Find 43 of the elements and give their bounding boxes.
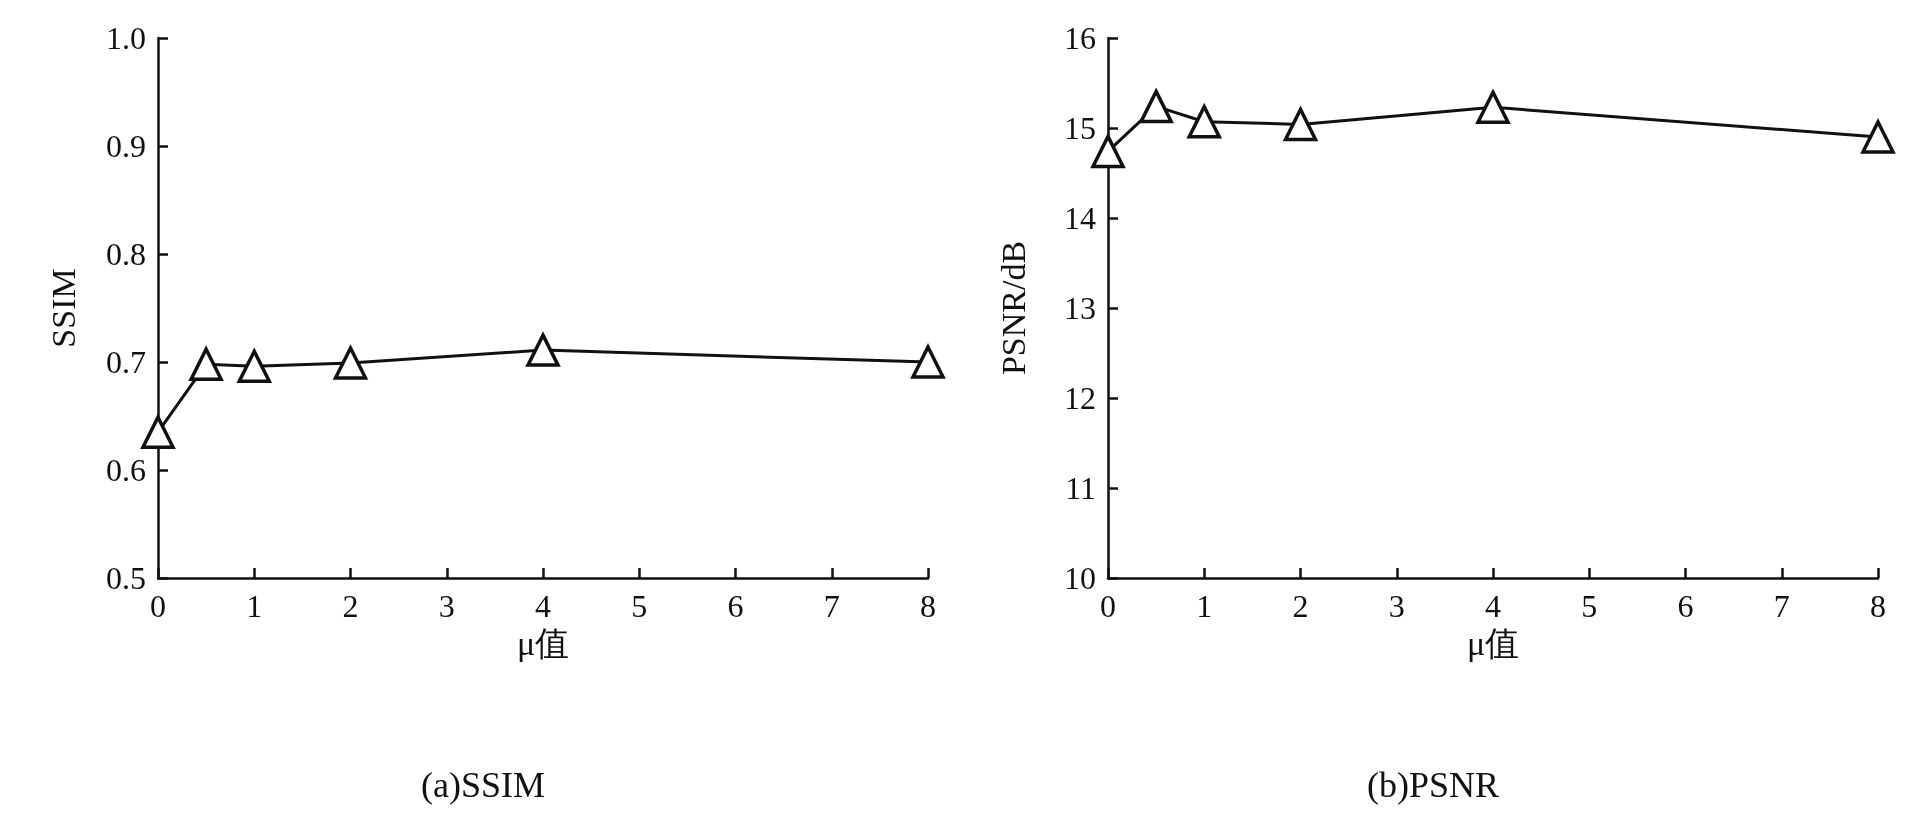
x-tick-label: 5	[1581, 588, 1598, 624]
x-axis-title: μ值	[1466, 625, 1520, 663]
y-tick-label: 14	[1064, 200, 1096, 236]
y-tick-label: 0.9	[106, 128, 146, 164]
y-tick-label: 0.7	[106, 344, 146, 380]
y-tick-label: 15	[1064, 110, 1096, 146]
point	[333, 346, 368, 380]
y-tick-label: 12	[1064, 380, 1096, 416]
x-tick-label: 1	[246, 588, 263, 624]
y-tick-label: 0.5	[106, 560, 146, 596]
x-tick-label: 7	[1773, 588, 1790, 624]
x-tick-label: 0	[150, 588, 166, 624]
x-tick-label: 8	[920, 588, 936, 624]
x-tick-label: 8	[1870, 588, 1886, 624]
point	[189, 347, 223, 381]
y-tick-label: 10	[1064, 560, 1096, 596]
x-tick-label: 5	[631, 588, 648, 624]
x-tick-label: 4	[535, 588, 551, 624]
y-tick-label: 0.8	[106, 236, 146, 272]
x-tick-label: 6	[1677, 588, 1694, 624]
y-tick-label: 11	[1065, 470, 1096, 506]
x-tick-label: 2	[1292, 588, 1309, 624]
x-axis-title: μ值	[516, 625, 570, 663]
x-tick-label: 6	[727, 588, 744, 624]
x-tick-label: 3	[1388, 588, 1405, 624]
y-tick-label: 13	[1064, 290, 1096, 326]
x-tick-label: 1	[1196, 588, 1213, 624]
point	[236, 347, 272, 384]
text: (b)PSNR	[1366, 765, 1500, 805]
y-axis-title: SSIM	[44, 268, 82, 348]
point	[141, 415, 175, 449]
y-tick-label: 1.0	[106, 20, 146, 56]
x-tick-label: 4	[1485, 588, 1501, 624]
point	[526, 333, 560, 367]
y-tick-label: 0.6	[106, 452, 146, 488]
x-tick-label: 7	[823, 588, 840, 624]
text: (a)SSIM	[421, 765, 545, 805]
x-tick-label: 0	[1100, 588, 1116, 624]
y-tick-label: 16	[1064, 20, 1096, 56]
x-tick-label: 2	[342, 588, 359, 624]
point	[911, 345, 945, 379]
y-axis-title: PSNR/dB	[994, 240, 1032, 376]
x-tick-label: 3	[438, 588, 455, 624]
